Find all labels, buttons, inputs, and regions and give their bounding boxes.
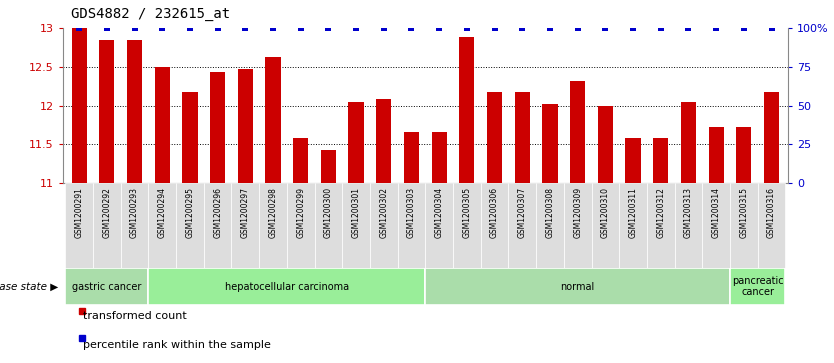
Text: GSM1200298: GSM1200298 bbox=[269, 187, 278, 238]
Bar bbox=[265, 57, 280, 183]
Text: GSM1200296: GSM1200296 bbox=[214, 187, 222, 238]
Text: hepatocellular carcinoma: hepatocellular carcinoma bbox=[225, 281, 349, 291]
Text: GSM1200294: GSM1200294 bbox=[158, 187, 167, 238]
Bar bbox=[598, 106, 613, 183]
Bar bbox=[515, 91, 530, 183]
Bar bbox=[370, 183, 398, 268]
Bar bbox=[148, 183, 176, 268]
Bar bbox=[487, 91, 502, 183]
Text: GSM1200297: GSM1200297 bbox=[241, 187, 250, 238]
Bar bbox=[730, 268, 786, 305]
Text: GSM1200292: GSM1200292 bbox=[103, 187, 112, 238]
Text: GSM1200291: GSM1200291 bbox=[75, 187, 83, 238]
Text: GSM1200315: GSM1200315 bbox=[739, 187, 748, 238]
Text: gastric cancer: gastric cancer bbox=[73, 281, 142, 291]
Bar bbox=[591, 183, 619, 268]
Bar bbox=[619, 183, 647, 268]
Bar bbox=[453, 183, 480, 268]
Bar bbox=[232, 183, 259, 268]
Bar bbox=[154, 67, 170, 183]
Bar bbox=[681, 102, 696, 183]
Text: normal: normal bbox=[560, 281, 595, 291]
Text: GSM1200299: GSM1200299 bbox=[296, 187, 305, 238]
Bar bbox=[542, 104, 558, 183]
Bar bbox=[709, 127, 724, 183]
Text: GSM1200313: GSM1200313 bbox=[684, 187, 693, 238]
Bar bbox=[314, 183, 342, 268]
Text: GSM1200295: GSM1200295 bbox=[185, 187, 194, 238]
Bar bbox=[210, 72, 225, 183]
Bar bbox=[238, 69, 253, 183]
Bar bbox=[342, 183, 370, 268]
Bar bbox=[321, 150, 336, 183]
Bar bbox=[148, 268, 425, 305]
Bar bbox=[647, 183, 675, 268]
Bar bbox=[736, 127, 751, 183]
Bar bbox=[757, 183, 786, 268]
Text: percentile rank within the sample: percentile rank within the sample bbox=[83, 340, 271, 350]
Bar bbox=[675, 183, 702, 268]
Text: GSM1200310: GSM1200310 bbox=[600, 187, 610, 238]
Bar bbox=[376, 99, 391, 183]
Text: GSM1200305: GSM1200305 bbox=[462, 187, 471, 238]
Text: GSM1200306: GSM1200306 bbox=[490, 187, 499, 238]
Text: GSM1200311: GSM1200311 bbox=[629, 187, 637, 238]
Bar bbox=[702, 183, 730, 268]
Bar bbox=[509, 183, 536, 268]
Bar bbox=[259, 183, 287, 268]
Bar bbox=[653, 138, 668, 183]
Bar bbox=[626, 138, 641, 183]
Bar bbox=[287, 183, 314, 268]
Text: GSM1200300: GSM1200300 bbox=[324, 187, 333, 238]
Bar bbox=[425, 268, 730, 305]
Bar bbox=[764, 91, 779, 183]
Bar bbox=[99, 40, 114, 183]
Bar bbox=[570, 81, 585, 183]
Bar bbox=[127, 40, 142, 183]
Text: GSM1200304: GSM1200304 bbox=[435, 187, 444, 238]
Bar bbox=[425, 183, 453, 268]
Text: disease state ▶: disease state ▶ bbox=[0, 281, 58, 291]
Bar bbox=[72, 28, 87, 183]
Text: GSM1200301: GSM1200301 bbox=[352, 187, 360, 238]
Text: GSM1200293: GSM1200293 bbox=[130, 187, 139, 238]
Text: GSM1200303: GSM1200303 bbox=[407, 187, 416, 238]
Bar bbox=[564, 183, 591, 268]
Bar bbox=[398, 183, 425, 268]
Bar bbox=[183, 91, 198, 183]
Text: GSM1200307: GSM1200307 bbox=[518, 187, 527, 238]
Text: GDS4882 / 232615_at: GDS4882 / 232615_at bbox=[71, 7, 230, 21]
Bar bbox=[349, 102, 364, 183]
Bar bbox=[536, 183, 564, 268]
Bar bbox=[65, 183, 93, 268]
Bar bbox=[121, 183, 148, 268]
Text: GSM1200302: GSM1200302 bbox=[379, 187, 389, 238]
Text: pancreatic
cancer: pancreatic cancer bbox=[732, 276, 783, 297]
Text: GSM1200308: GSM1200308 bbox=[545, 187, 555, 238]
Bar bbox=[293, 138, 309, 183]
Text: GSM1200309: GSM1200309 bbox=[573, 187, 582, 238]
Bar bbox=[203, 183, 232, 268]
Bar bbox=[460, 37, 475, 183]
Text: GSM1200316: GSM1200316 bbox=[767, 187, 776, 238]
Bar bbox=[93, 183, 121, 268]
Text: GSM1200312: GSM1200312 bbox=[656, 187, 666, 238]
Text: transformed count: transformed count bbox=[83, 311, 187, 321]
Bar bbox=[480, 183, 509, 268]
Bar bbox=[730, 183, 757, 268]
Bar bbox=[431, 132, 447, 183]
Bar bbox=[176, 183, 203, 268]
Text: GSM1200314: GSM1200314 bbox=[711, 187, 721, 238]
Bar bbox=[65, 268, 148, 305]
Bar bbox=[404, 132, 420, 183]
